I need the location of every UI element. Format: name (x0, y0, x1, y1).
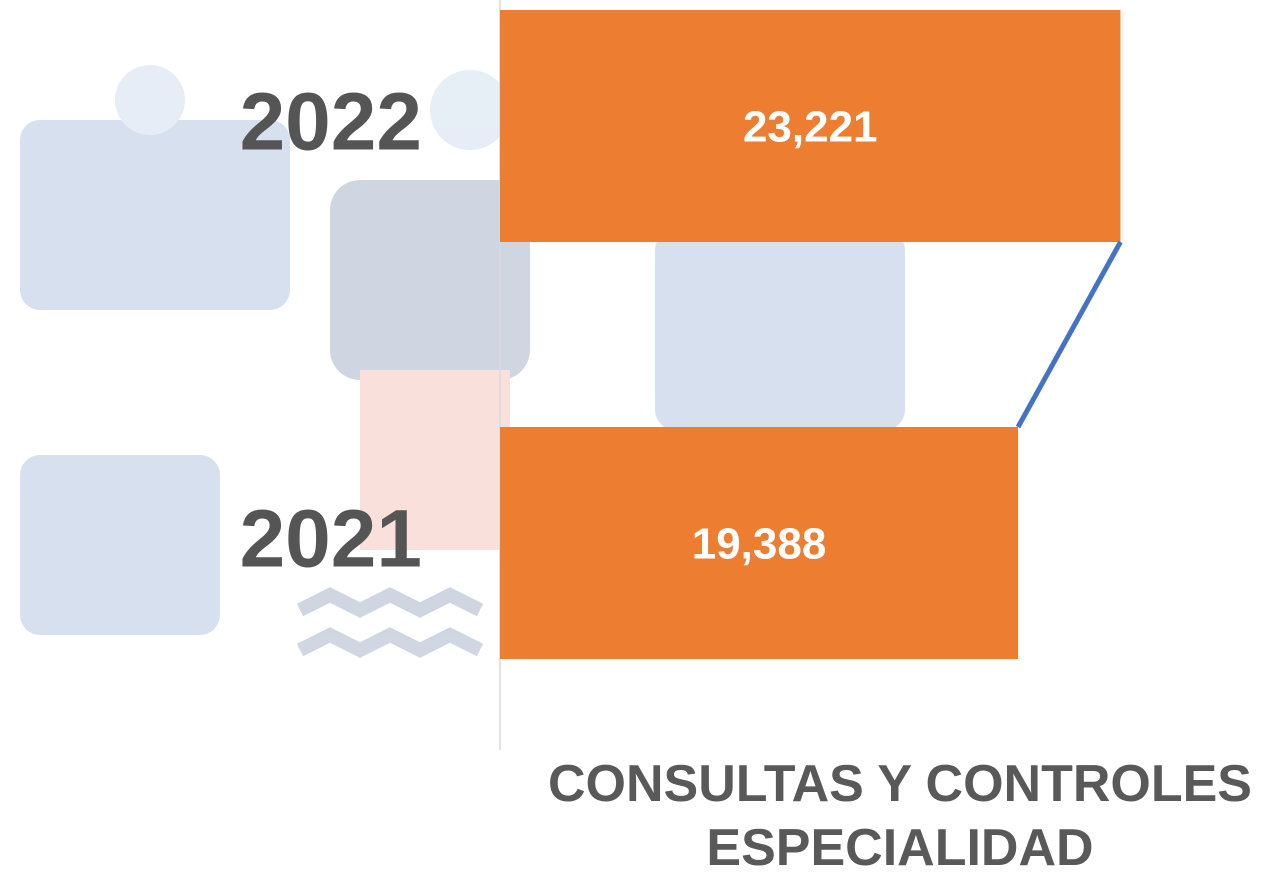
chart: 2022 23,221 2021 19,388 (0, 0, 1268, 872)
y-tick-label: 2021 (240, 494, 422, 585)
chart-title: CONSULTAS Y CONTROLES ESPECIALIDAD (540, 752, 1260, 880)
page: {"chart_data": {"type": "bar", "orientat… (0, 0, 1268, 872)
value-label: 23,221 (743, 103, 878, 152)
y-tick-label: 2022 (240, 77, 422, 168)
series-line (1018, 242, 1120, 427)
value-label: 19,388 (692, 520, 827, 569)
